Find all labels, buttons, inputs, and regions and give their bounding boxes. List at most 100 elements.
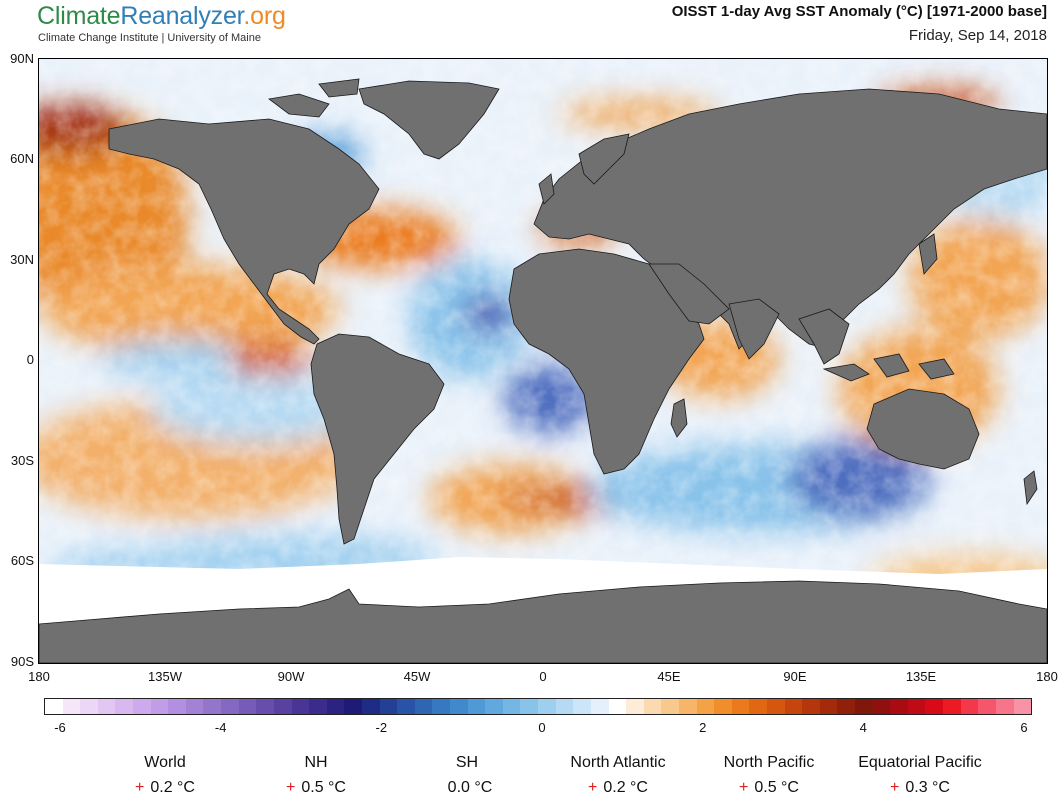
region-name: Equatorial Pacific	[858, 754, 982, 771]
plus-sign: +	[588, 779, 598, 796]
colorbar-swatch	[573, 699, 591, 714]
colorbar-label: -6	[54, 720, 66, 735]
logo-part-org: .org	[243, 2, 286, 30]
lon-label-135w: 135W	[148, 669, 182, 684]
colorbar-swatch	[925, 699, 944, 714]
colorbar-swatch	[115, 699, 134, 714]
colorbar-swatch	[943, 699, 961, 714]
lat-label-90n: 90N	[10, 51, 34, 66]
land-antarctica	[39, 580, 1047, 663]
colorbar-swatch	[749, 699, 767, 714]
region-sh: SH 0.0 °C	[377, 754, 557, 797]
colorbar-swatch	[819, 699, 838, 714]
plus-sign: +	[739, 779, 749, 796]
colorbar-swatch	[80, 699, 98, 714]
colorbar-swatch	[731, 699, 750, 714]
colorbar-swatch	[855, 699, 873, 714]
colorbar-label: 2	[699, 720, 707, 735]
colorbar-swatch	[802, 699, 820, 714]
logo-part-climate: Climate	[37, 2, 121, 30]
site-logo[interactable]: ClimateReanalyzer.org	[37, 2, 286, 31]
colorbar-swatch	[502, 699, 521, 714]
colorbar-swatch	[696, 699, 715, 714]
colorbar-swatch	[608, 699, 627, 714]
colorbar-swatch	[203, 699, 222, 714]
lat-label-0: 0	[26, 352, 34, 367]
colorbar-swatch	[45, 699, 63, 714]
map-date: Friday, Sep 14, 2018	[908, 27, 1047, 44]
region-name: NH	[304, 754, 328, 771]
colorbar-swatch	[890, 699, 908, 714]
plus-sign: +	[286, 779, 296, 796]
lon-label-0: 0	[539, 669, 547, 684]
colorbar-swatch	[256, 699, 274, 714]
colorbar-swatch	[62, 699, 81, 714]
colorbar-swatch	[238, 699, 257, 714]
colorbar-label: 4	[859, 720, 867, 735]
colorbar-swatch	[467, 699, 486, 714]
colorbar-swatch	[485, 699, 503, 714]
region-value: 0.2 °C	[603, 779, 648, 796]
lon-label-180w: 180	[28, 669, 50, 684]
lon-label-90e: 90E	[783, 669, 807, 684]
land-masses	[39, 78, 1047, 663]
lon-label-45w: 45W	[403, 669, 431, 684]
region-value: 0.5 °C	[301, 779, 346, 796]
colorbar-swatch	[168, 699, 186, 714]
lon-label-45e: 45E	[657, 669, 681, 684]
sst-anomaly-map	[38, 58, 1048, 664]
colorbar-swatch	[379, 699, 398, 714]
colorbar-swatch	[309, 699, 327, 714]
region-value: 0.3 °C	[905, 779, 950, 796]
colorbar-swatch	[185, 699, 204, 714]
colorbar-swatch	[150, 699, 169, 714]
colorbar-swatch	[221, 699, 239, 714]
land-north-america	[108, 118, 380, 345]
institution-text: Climate Change Institute | University of…	[38, 32, 261, 44]
colorbar-swatch	[978, 699, 996, 714]
region-value: 0.2 °C	[150, 779, 195, 796]
colorbar-swatch	[960, 699, 979, 714]
plus-sign: +	[135, 779, 145, 796]
colorbar-swatch	[397, 699, 415, 714]
region-value: 0.5 °C	[754, 779, 799, 796]
colorbar-swatch	[626, 699, 644, 714]
colorbar-swatch	[1013, 699, 1032, 714]
colorbar-label: 6	[1020, 720, 1028, 735]
colorbar-swatch	[784, 699, 803, 714]
lat-label-60s: 60S	[10, 553, 34, 568]
region-north-pacific: North Pacific +0.5 °C	[679, 754, 859, 797]
colorbar-swatch	[907, 699, 926, 714]
colorbar	[44, 698, 1032, 715]
colorbar-swatch	[361, 699, 380, 714]
land-africa	[508, 248, 705, 475]
logo-part-reanalyzer: Reanalyzer	[120, 2, 244, 30]
colorbar-swatch	[326, 699, 345, 714]
colorbar-swatch	[538, 699, 556, 714]
lat-label-30s: 30S	[10, 453, 34, 468]
colorbar-swatch	[450, 699, 468, 714]
colorbar-swatch	[555, 699, 574, 714]
colorbar-swatch	[995, 699, 1014, 714]
colorbar-swatch	[872, 699, 891, 714]
colorbar-swatch	[837, 699, 856, 714]
colorbar-swatch	[273, 699, 292, 714]
colorbar-label: -2	[375, 720, 388, 735]
region-name: North Pacific	[723, 754, 815, 771]
colorbar-swatch	[643, 699, 662, 714]
region-nh: NH +0.5 °C	[226, 754, 406, 797]
lon-label-180e: 180	[1036, 669, 1058, 684]
region-world: World +0.2 °C	[75, 754, 255, 797]
lon-label-90w: 90W	[277, 669, 305, 684]
land-greenland	[358, 80, 500, 160]
land-australia	[866, 388, 980, 470]
region-name: SH	[455, 754, 479, 771]
lon-label-135e: 135E	[905, 669, 937, 684]
colorbar-swatch	[291, 699, 310, 714]
region-name: North Atlantic	[570, 754, 666, 771]
lat-label-60n: 60N	[10, 151, 34, 166]
region-name: World	[144, 754, 186, 771]
colorbar-swatch	[590, 699, 609, 714]
plus-sign: +	[890, 779, 900, 796]
colorbar-swatch	[714, 699, 732, 714]
